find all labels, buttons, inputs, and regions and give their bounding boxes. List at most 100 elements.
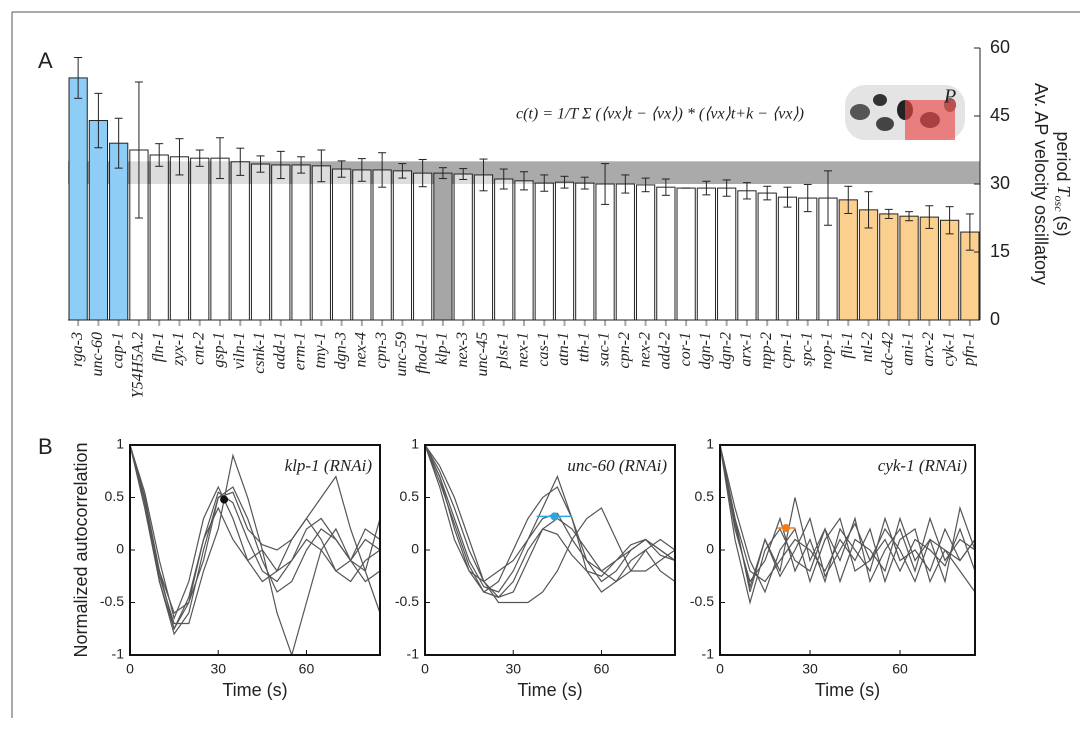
y-tick-label: -1 (407, 646, 420, 662)
x-tick-label: 0 (421, 661, 429, 677)
bar (372, 169, 392, 321)
y-axis-label: period Tosc (s) (1052, 131, 1074, 236)
y-tick-label: 0.5 (695, 488, 715, 504)
bar (453, 173, 473, 321)
y-tick-label: -1 (702, 646, 715, 662)
x-tick-label: plst-1 (494, 332, 511, 369)
y-axis-label: Normalized autocorrelation (71, 442, 91, 657)
bar (575, 182, 595, 321)
bar (311, 165, 331, 321)
x-tick-label: fln-1 (150, 332, 167, 362)
error-bar (297, 156, 306, 174)
bar (676, 187, 696, 321)
bar (149, 154, 169, 321)
x-tick-label: 30 (210, 661, 226, 677)
bar (635, 184, 656, 321)
y-tick-label: 1 (116, 436, 124, 452)
inset-label: P (943, 86, 956, 108)
bar (331, 168, 352, 321)
bar (777, 196, 798, 321)
y-tick-label: 45 (990, 105, 1010, 125)
x-tick-label: add-1 (271, 332, 288, 369)
autocorrelation-line (720, 445, 975, 589)
x-tick-label: cyk-1 (940, 332, 957, 367)
error-bar (520, 171, 528, 191)
error-bar (864, 191, 873, 229)
y-tick-label: -0.5 (690, 593, 714, 609)
error-bar (74, 57, 83, 99)
y-label-subscript: osc (1052, 196, 1066, 213)
bar (250, 163, 271, 321)
y-tick-label: 1 (706, 436, 714, 452)
bar (271, 164, 291, 321)
bar (939, 219, 960, 321)
bar (798, 197, 818, 321)
x-tick-label: arx-1 (738, 332, 755, 367)
x-tick-label: csnk-1 (251, 332, 268, 374)
y-axis-label: Av. AP velocity oscillatory (1031, 83, 1051, 285)
y-tick-label: -1 (112, 646, 125, 662)
y-tick-label: -0.5 (395, 593, 419, 609)
autocorrelation-line (130, 445, 380, 655)
x-axis-label: Time (s) (222, 680, 287, 700)
bar (534, 182, 554, 321)
autocorrelation-line (130, 445, 380, 614)
error-bar (195, 149, 204, 167)
bar (190, 157, 210, 321)
x-tick-label: unc-60 (89, 332, 106, 376)
error-bar (803, 183, 812, 213)
autocorrelation-line (425, 445, 675, 598)
x-tick-label: 60 (299, 661, 315, 677)
error-bar (641, 177, 650, 193)
error-bar (378, 152, 387, 188)
bar (879, 213, 899, 321)
bar (838, 199, 858, 321)
error-bar (540, 174, 549, 192)
bar (737, 190, 757, 321)
autocorrelation-line (130, 445, 380, 636)
error-bar (418, 159, 427, 188)
bar (514, 180, 534, 321)
error-bar (763, 185, 772, 201)
bar (413, 172, 433, 321)
bar (717, 187, 737, 321)
x-tick-label: atn-1 (555, 332, 572, 366)
error-bar (844, 185, 853, 214)
error-bar (905, 211, 914, 222)
chart-title: cyk-1 (RNAi) (878, 456, 968, 475)
error-bar (357, 158, 366, 182)
x-tick-label: cnt-2 (190, 332, 207, 365)
x-tick-label: erm-1 (292, 332, 309, 370)
y-tick-label: 15 (990, 241, 1010, 261)
bar (919, 216, 939, 321)
bar (109, 142, 129, 321)
axes-frame (424, 444, 676, 656)
error-bar (884, 208, 893, 219)
x-tick-label: cap-1 (109, 332, 126, 368)
y-tick-label: 0.5 (400, 488, 420, 504)
y-tick-label: 0 (706, 541, 714, 557)
x-tick-label: nex-1 (515, 332, 532, 368)
error-bar (560, 175, 569, 189)
autocorrelation-line (720, 445, 975, 605)
x-tick-label: pfn-1 (961, 332, 978, 367)
x-tick-label: nex-4 (353, 332, 370, 368)
autocorrelation-line (425, 445, 675, 598)
y-label-line: Av. AP velocity oscillatory (1031, 83, 1051, 285)
period-point (550, 512, 559, 521)
x-tick-label: tth-1 (575, 332, 592, 362)
error-bar (216, 137, 224, 180)
bar (352, 169, 372, 321)
error-bar (580, 176, 589, 190)
x-tick-label: 30 (505, 661, 521, 677)
y-tick-label: 30 (990, 173, 1010, 193)
x-tick-label: viln-1 (231, 332, 248, 369)
x-tick-label: 30 (802, 661, 818, 677)
error-bar (479, 158, 488, 192)
x-tick-label: arx-2 (920, 332, 937, 367)
y-tick-label: -0.5 (100, 593, 124, 609)
autocorrelation-line (425, 445, 675, 604)
x-tick-label: unc-59 (393, 332, 410, 376)
error-bar (965, 213, 974, 251)
